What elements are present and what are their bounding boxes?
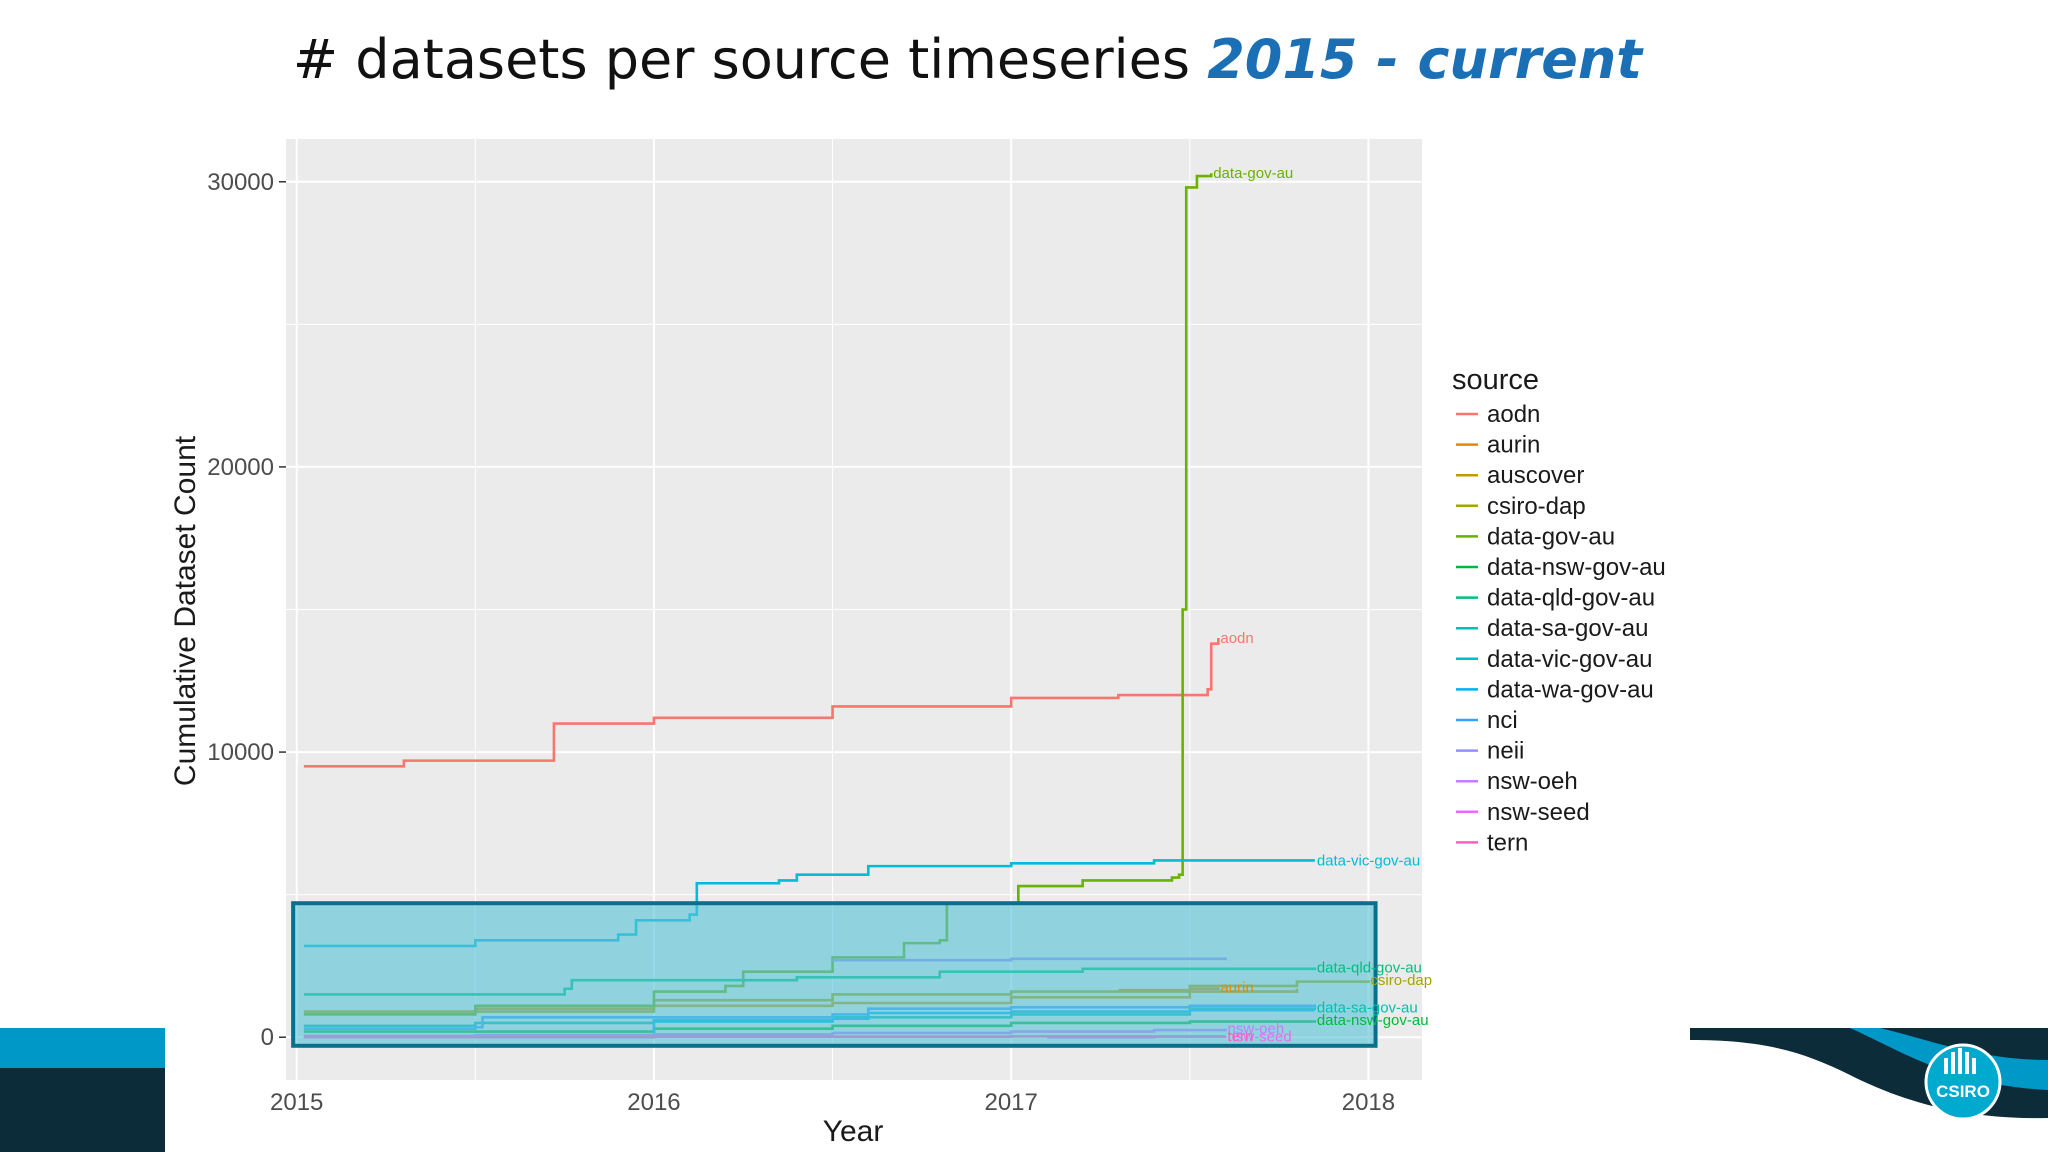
y-tick-label: 0 bbox=[261, 1024, 274, 1051]
end-label-csiro-dap: csiro-dap bbox=[1370, 972, 1432, 989]
legend-title: source bbox=[1452, 364, 1539, 396]
y-axis-ticks: 0 10000 20000 30000 bbox=[207, 169, 286, 1051]
legend-label-nsw-oeh: nsw-oeh bbox=[1487, 768, 1578, 795]
logo-text: CSIRO bbox=[1936, 1082, 1990, 1101]
end-label-data-vic-gov-au: data-vic-gov-au bbox=[1317, 852, 1420, 869]
x-tick-label: 2016 bbox=[627, 1089, 680, 1116]
end-label-nsw-seed: nsw-seed bbox=[1228, 1029, 1292, 1046]
end-label-tern: tern bbox=[1228, 1028, 1254, 1045]
end-label-data-nsw-gov-au: data-nsw-gov-au bbox=[1317, 1012, 1429, 1029]
legend-label-aodn: aodn bbox=[1487, 401, 1540, 428]
end-label-data-gov-au: data-gov-au bbox=[1213, 165, 1293, 182]
x-tick-label: 2017 bbox=[984, 1089, 1037, 1116]
slide-title-highlight: 2015 - current bbox=[1207, 28, 1643, 91]
legend-label-data-nsw-gov-au: data-nsw-gov-au bbox=[1487, 554, 1666, 581]
end-label-nsw-oeh: nsw-oeh bbox=[1228, 1021, 1285, 1038]
end-label-aurin: aurin bbox=[1220, 979, 1253, 996]
legend-label-data-sa-gov-au: data-sa-gov-au bbox=[1487, 615, 1648, 642]
y-tick-label: 10000 bbox=[207, 739, 274, 766]
legend-label-auscover: auscover bbox=[1487, 462, 1584, 489]
y-tick-label: 30000 bbox=[207, 169, 274, 196]
legend-label-data-vic-gov-au: data-vic-gov-au bbox=[1487, 646, 1652, 673]
legend-label-tern: tern bbox=[1487, 829, 1528, 856]
logo-bar-icon bbox=[1972, 1058, 1976, 1074]
x-axis-ticks: 2015 2016 2017 2018 bbox=[270, 1089, 1395, 1116]
logo-bar-icon bbox=[1958, 1048, 1962, 1074]
end-label-aodn: aodn bbox=[1220, 630, 1253, 647]
legend-label-data-gov-au: data-gov-au bbox=[1487, 523, 1615, 550]
x-tick-label: 2018 bbox=[1342, 1089, 1395, 1116]
end-label-data-sa-gov-au: data-sa-gov-au bbox=[1317, 999, 1418, 1016]
legend-label-neii: neii bbox=[1487, 738, 1524, 765]
legend-label-aurin: aurin bbox=[1487, 432, 1540, 459]
y-tick-label: 20000 bbox=[207, 454, 274, 481]
legend-label-nci: nci bbox=[1487, 707, 1518, 734]
logo-bar-icon bbox=[1965, 1052, 1969, 1074]
series-line-aodn bbox=[303, 638, 1220, 768]
legend-label-csiro-dap: csiro-dap bbox=[1487, 493, 1586, 520]
logo-bar-icon bbox=[1951, 1052, 1955, 1074]
slide-title: # datasets per source timeseries 2015 - … bbox=[0, 28, 1935, 91]
legend-label-data-wa-gov-au: data-wa-gov-au bbox=[1487, 676, 1654, 703]
slide-title-main: # datasets per source timeseries bbox=[292, 28, 1208, 91]
y-axis-title: Cumulative Dataset Count bbox=[169, 435, 202, 786]
x-axis-title: Year bbox=[823, 1115, 884, 1148]
x-tick-label: 2015 bbox=[270, 1089, 323, 1116]
legend-label-nsw-seed: nsw-seed bbox=[1487, 799, 1590, 826]
logo-bar-icon bbox=[1944, 1058, 1948, 1074]
highlight-rectangle bbox=[291, 901, 1378, 1048]
legend-label-data-qld-gov-au: data-qld-gov-au bbox=[1487, 585, 1655, 612]
highlight-box bbox=[291, 901, 1378, 1048]
end-labels: aodn aurin csiro-dap data-gov-au data-nsw-go… bbox=[1213, 165, 1432, 1045]
legend: source aodn aurin auscover csiro-dap data-go… bbox=[1452, 364, 1666, 856]
csiro-logo[interactable]: CSIRO bbox=[1924, 1043, 2002, 1121]
end-label-data-qld-gov-au: data-qld-gov-au bbox=[1317, 959, 1422, 976]
